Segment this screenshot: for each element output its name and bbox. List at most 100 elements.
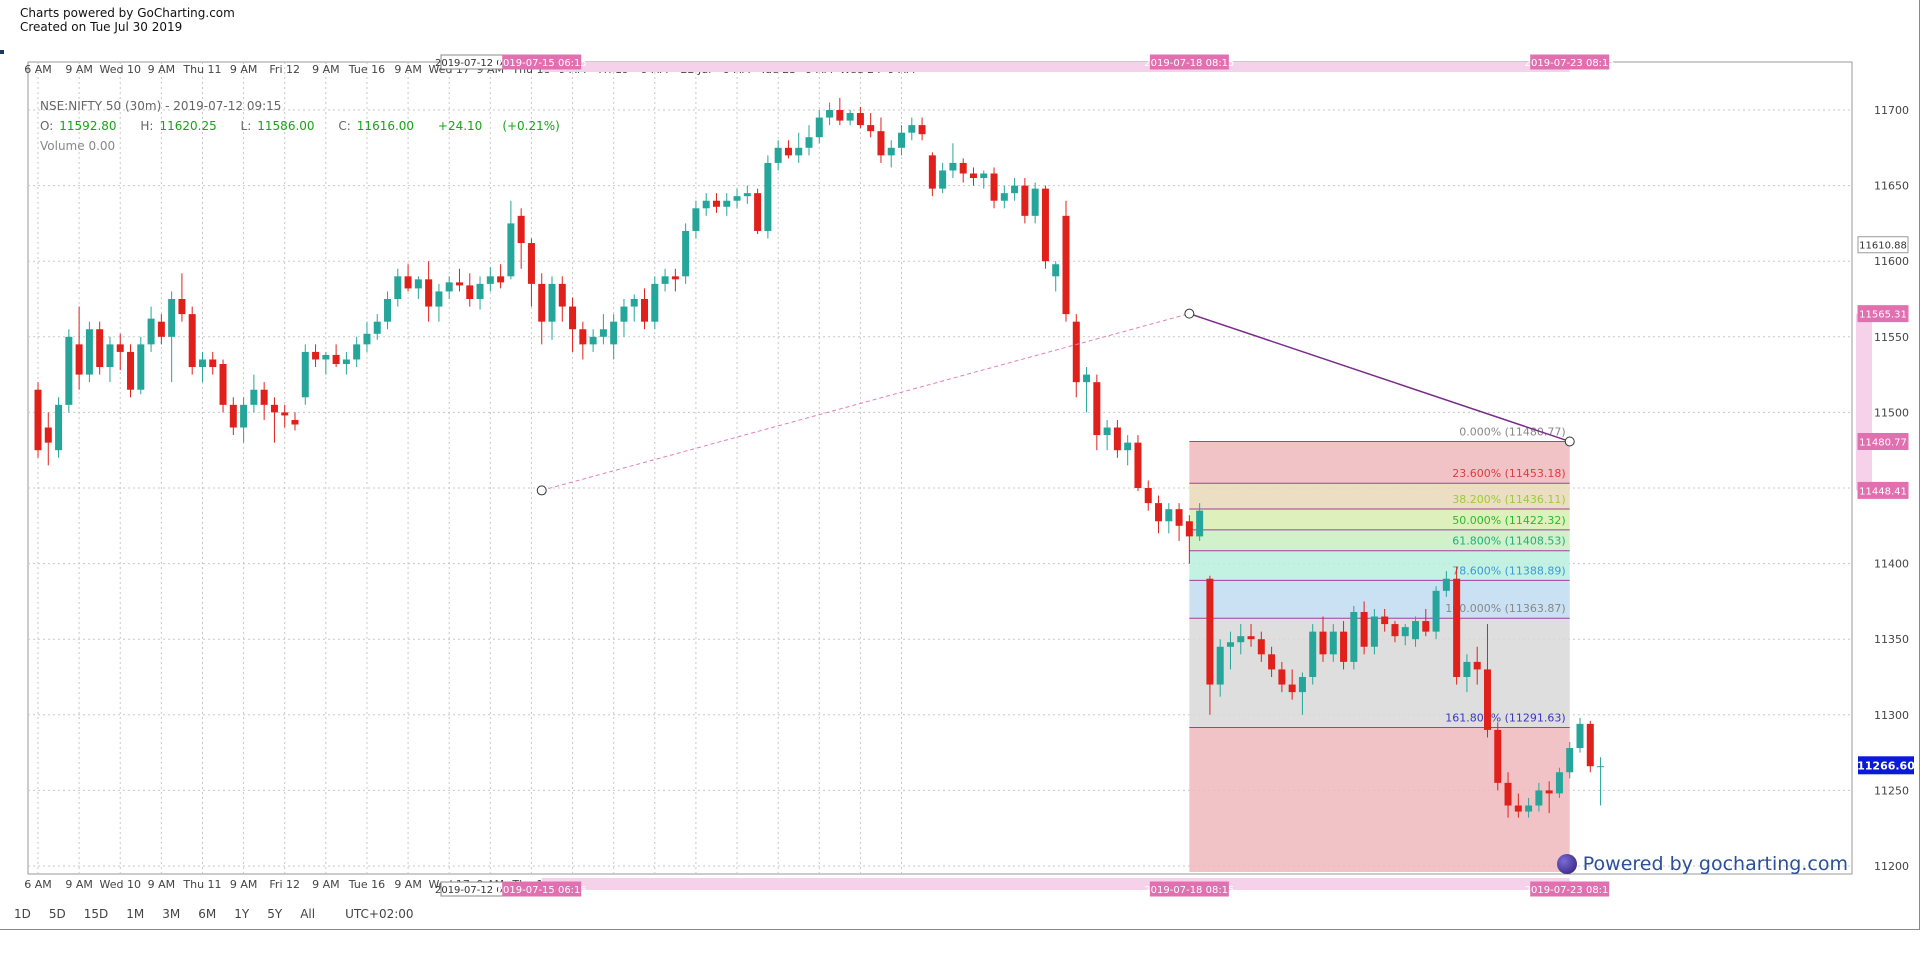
y-tick-label: 11350: [1874, 633, 1909, 646]
fib-zone: [1189, 483, 1570, 510]
candle-body: [589, 336, 597, 345]
candle-body: [620, 306, 628, 322]
price-tag-label: 11480.77: [1859, 437, 1907, 448]
price-tag-box: [1857, 432, 1909, 450]
candle-body: [1052, 264, 1060, 277]
x-tick-label: Wed 10: [99, 878, 140, 891]
candle-body: [877, 131, 885, 156]
price-tag-box: [1857, 236, 1909, 254]
range-6m[interactable]: 6M: [198, 907, 217, 921]
x-tick-label-top: Thu 11: [182, 63, 221, 76]
candle-body: [353, 344, 361, 360]
price-tag-label: 11448.41: [1859, 486, 1907, 497]
trend-lines[interactable]: [536, 308, 1575, 496]
price-tag-label: 11610.88: [1859, 241, 1907, 252]
candle-body: [867, 125, 875, 132]
candle-body: [815, 117, 823, 138]
candle-body: [1555, 772, 1563, 794]
y-tick-label: 11250: [1874, 784, 1909, 797]
trend-anchor-point: [536, 485, 547, 496]
candle-body: [1535, 790, 1543, 806]
candle-body: [1124, 442, 1132, 451]
fib-zone: [1189, 580, 1570, 619]
candle-body: [692, 208, 700, 231]
candle-body: [1309, 631, 1317, 677]
price-tag-box: [1857, 481, 1909, 499]
change-value: +24.10: [437, 119, 483, 133]
candle-body: [1216, 646, 1224, 685]
candle-body: [1298, 677, 1306, 693]
candle-body: [1514, 805, 1522, 812]
candle-body: [137, 344, 145, 390]
candle-body: [425, 279, 433, 307]
y-tick-label: 11600: [1874, 255, 1909, 268]
fib-level-label: 38.200% (11436.11): [1452, 493, 1566, 506]
candle-body: [980, 173, 988, 179]
timezone-label[interactable]: UTC+02:00: [345, 907, 414, 921]
range-1m[interactable]: 1M: [126, 907, 145, 921]
candle-body: [1453, 578, 1461, 677]
x-tick-label: Fri 12: [269, 878, 300, 891]
candle-body: [1185, 521, 1193, 537]
candle-body: [754, 193, 762, 231]
x-tick-label: Tue 16: [348, 878, 385, 891]
candle-body: [1062, 215, 1070, 315]
candle-body: [404, 276, 412, 289]
candle-body: [1103, 427, 1111, 436]
candle-body: [127, 351, 135, 390]
candle-body: [507, 223, 515, 277]
ohlc-legend: NSE:NIFTY 50 (30m) - 2019-07-12 09:15 O:…: [40, 96, 580, 156]
candle-body: [1206, 578, 1214, 685]
candle-body: [517, 215, 525, 244]
candle-body: [445, 282, 453, 292]
range-selector: 1D 5D 15D 1M 3M 6M 1Y 5Y All UTC+02:00: [14, 907, 432, 921]
candle-body: [1350, 611, 1358, 662]
candle-body: [291, 419, 299, 425]
x-tick-label: Thu 11: [182, 878, 221, 891]
range-all[interactable]: All: [300, 907, 316, 921]
candle-body: [1329, 631, 1337, 655]
candle-body: [75, 344, 83, 375]
candle-body: [44, 427, 52, 443]
candle-body: [106, 344, 114, 368]
candle-body: [826, 110, 834, 118]
candle-body: [661, 276, 669, 284]
fib-level-label: 161.800% (11291.63): [1445, 711, 1566, 724]
candle-body: [836, 110, 844, 121]
candle-body: [1196, 510, 1204, 537]
candle-body: [1268, 654, 1276, 670]
candle-body: [1144, 488, 1152, 504]
candle-body: [1422, 621, 1430, 632]
range-1d[interactable]: 1D: [14, 907, 31, 921]
credits-line-1: Charts powered by GoCharting.com: [20, 6, 235, 20]
fib-level-label: 23.600% (11453.18): [1452, 467, 1566, 480]
candle-body: [178, 299, 186, 315]
range-5d[interactable]: 5D: [48, 907, 66, 921]
candle-body: [918, 125, 926, 135]
candle-body: [486, 276, 494, 284]
candle-body: [1247, 636, 1255, 640]
fibonacci-retracement[interactable]: 0.000% (11480.77) 23.600% (11453.18) 38.20…: [1189, 425, 1570, 872]
time-marker-top: 2019-07-18 08:15: [1144, 58, 1234, 69]
range-5y[interactable]: 5Y: [267, 907, 283, 921]
powered-by-watermark[interactable]: Powered by gocharting.com: [1556, 853, 1848, 875]
candle-body: [1237, 636, 1245, 643]
range-1y[interactable]: 1Y: [234, 907, 250, 921]
candlestick-chart[interactable]: 0.000% (11480.77) 23.600% (11453.18) 38.20…: [0, 0, 1920, 930]
time-marker-bottom-box: [1149, 881, 1229, 897]
x-tick-label-top: Wed 10: [99, 63, 140, 76]
candle-body: [312, 351, 320, 360]
candle-body: [34, 389, 42, 451]
range-15d[interactable]: 15D: [83, 907, 109, 921]
candle-body: [1525, 805, 1533, 812]
candle-body: [939, 170, 947, 189]
candle-body: [250, 389, 258, 405]
range-3m[interactable]: 3M: [162, 907, 181, 921]
candle-body: [1288, 684, 1296, 693]
candle-body: [116, 344, 124, 352]
y-range-band: [1856, 313, 1872, 491]
legend-symbol: NSE:NIFTY 50 (30m) - 2019-07-12 09:15: [40, 99, 282, 113]
fib-level-label: 78.600% (11388.89): [1452, 564, 1566, 577]
x-tick-label: 6 AM: [24, 878, 52, 891]
candle-body: [455, 282, 463, 286]
